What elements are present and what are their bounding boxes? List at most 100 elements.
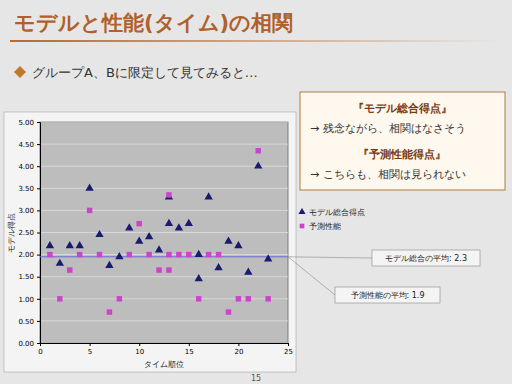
x-tick-label: 15 [185,348,194,356]
point [256,148,261,153]
point [206,252,211,257]
y-tick-label: 4.50 [18,141,34,149]
point [234,241,242,248]
point [166,252,171,257]
x-axis-title: タイム順位 [144,360,184,369]
callout-text: モデル総合の平均: 2.3 [385,254,467,263]
title-underline [10,40,500,42]
series-1 [47,148,271,315]
y-tick-label: 0.00 [18,340,34,348]
point [155,245,163,252]
y-axis-line [37,123,41,344]
y-tick: 4.50 [18,141,40,149]
x-tick-mark [238,343,239,346]
grid-line [40,320,288,321]
note-box [300,92,505,190]
point [76,241,84,248]
x-tick-mark [288,343,289,346]
point [156,267,161,272]
callout-box [372,250,480,266]
y-tick: 4.00 [18,163,40,171]
x-axis-line [41,344,289,347]
legend-marker [298,208,305,214]
x-tick: 10 [135,343,144,356]
y-tick: 0.00 [18,340,40,348]
callout-leader [288,257,372,258]
point [46,241,54,248]
x-tick-label: 20 [234,348,243,356]
note-text: → こちらも、相関は見られない [310,168,466,181]
callout-box [335,287,440,303]
point [214,263,222,270]
y-tick-mark [37,343,40,344]
point [236,296,241,301]
point [176,252,181,257]
x-tick-mark [40,343,41,346]
point [145,232,153,239]
point [136,221,141,226]
x-tick-mark [189,343,190,346]
x-tick: 15 [185,343,194,356]
point [166,267,171,272]
y-tick-label: 2.50 [18,229,34,237]
x-tick-label: 10 [135,348,144,356]
background [0,0,512,384]
point [254,161,262,168]
y-tick-mark [37,188,40,189]
point [117,296,122,301]
grid-line [40,144,288,145]
plot-marks [40,148,288,315]
y-tick: 3.50 [18,185,40,193]
chart-container: モデルと性能(タイム)の相関グループA、Bに限定して見てみると…『モデル総合得点… [0,0,512,384]
x-tick-label: 5 [88,348,92,356]
point [115,252,123,259]
y-tick: 1.00 [18,296,40,304]
point [186,252,191,257]
y-tick-label: 1.50 [18,273,34,281]
y-tick-mark [37,166,40,167]
bullet-marker [14,66,26,78]
y-tick-mark [37,299,40,300]
point [185,219,193,226]
point [56,259,64,266]
x-tick: 5 [88,343,92,356]
y-axis-title: モデル得点 [7,213,16,253]
y-axis: 0.000.501.001.502.002.503.003.504.004.50… [18,119,40,348]
point [87,208,92,213]
legend-label: モデル総合得点 [309,208,365,217]
point [226,309,231,314]
grid-line [40,210,288,211]
y-tick-mark [37,321,40,322]
point [165,192,173,199]
point [246,296,251,301]
grid-line [40,122,288,123]
callout-leader [288,257,335,295]
legend-label: 予測性能 [309,222,341,231]
y-tick: 2.00 [18,251,40,259]
x-tick: 25 [284,343,293,356]
point [77,252,82,257]
x-tick: 20 [234,343,243,356]
x-tick-label: 0 [38,348,42,356]
y-tick-mark [37,122,40,123]
point [165,219,173,226]
point [264,254,272,261]
point [127,252,132,257]
point [125,223,133,230]
bullet-text: グループA、Bに限定して見てみると… [32,65,258,80]
y-tick-label: 1.00 [18,296,34,304]
y-tick-mark [37,233,40,234]
y-tick-mark [37,255,40,256]
y-tick: 0.50 [18,318,40,326]
point [47,252,52,257]
point [265,296,270,301]
note-text: → 残念ながら、相関はなさそう [310,122,466,135]
y-tick-label: 5.00 [18,119,34,127]
grid-line [40,232,288,233]
y-tick: 2.50 [18,229,40,237]
series-0 [46,161,273,281]
y-tick-label: 0.50 [18,318,34,326]
point [195,250,203,257]
point [146,252,151,257]
point [85,183,93,190]
